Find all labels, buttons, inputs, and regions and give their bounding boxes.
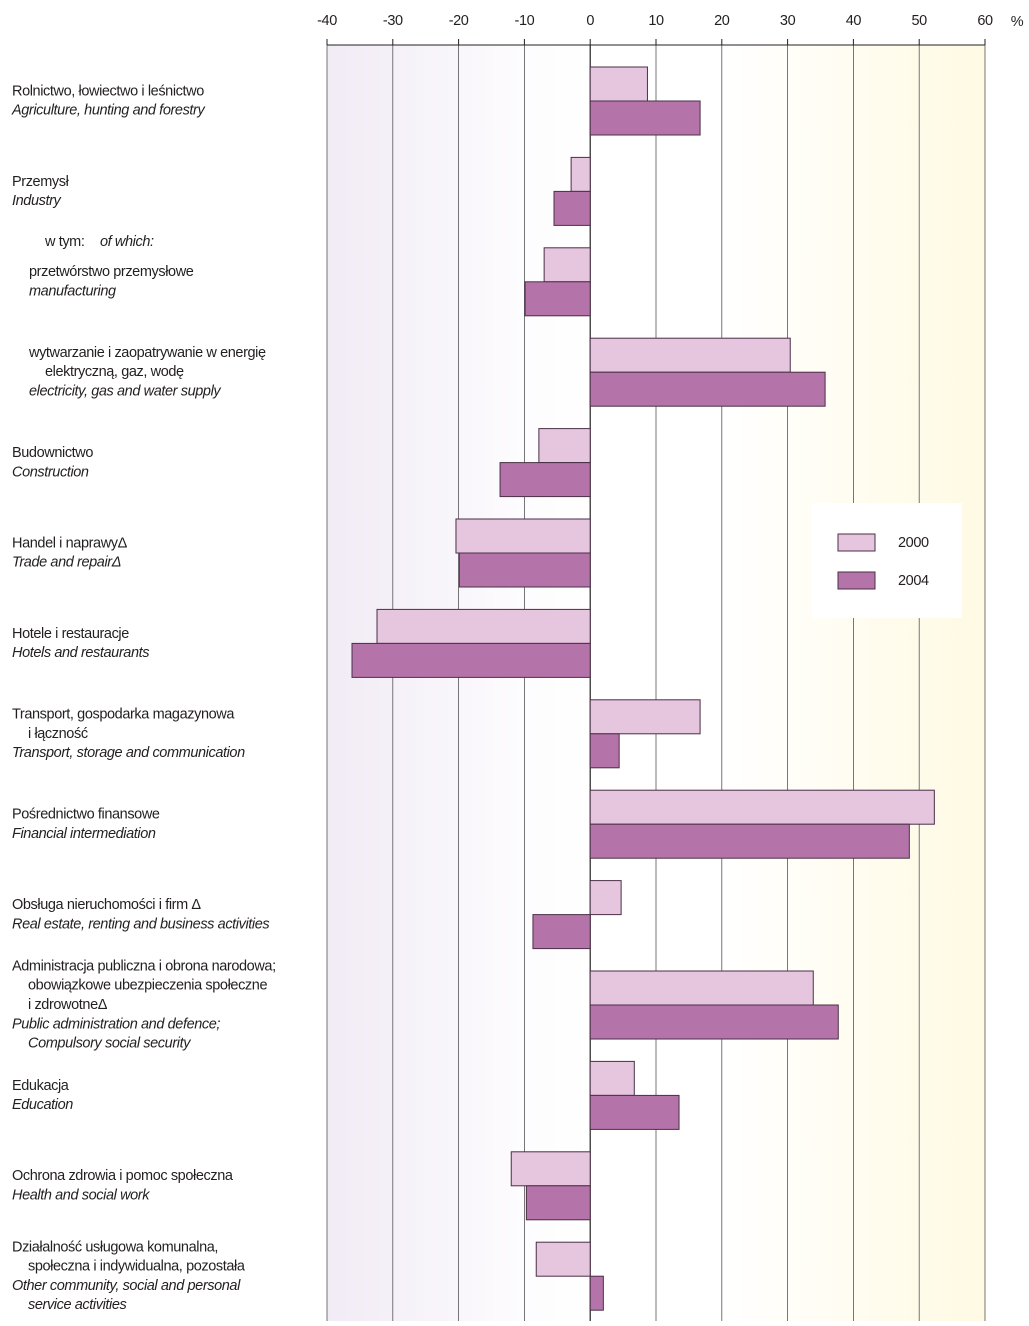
x-tick-label: -30: [383, 13, 403, 29]
bar: [589, 823, 910, 859]
bar: [589, 1060, 635, 1096]
category-label: manufacturing: [29, 283, 116, 299]
category-label: Budownictwo: [12, 445, 93, 461]
category-label: Handel i naprawyΔ: [12, 535, 128, 551]
category-label: Financial intermediation: [12, 826, 156, 842]
category-label: Real estate, renting and business activi…: [12, 916, 269, 932]
bar: [351, 642, 591, 678]
category-label: Hotele i restauracje: [12, 626, 129, 642]
labels: -40 -30 -20 -10 0 10 20 30 40 50 60 Rolnictwo, łowi…: [11, 13, 993, 1313]
bar: [510, 1151, 591, 1187]
category-label: Hotels and restaurants: [12, 645, 149, 661]
category-label: Industry: [12, 193, 62, 209]
category-label: Agriculture, hunting and forestry: [11, 102, 205, 118]
bar: [589, 1004, 839, 1040]
category-label: Ochrona zdrowia i pomoc społeczna: [12, 1168, 234, 1184]
bar: [538, 428, 591, 464]
bar: [589, 880, 622, 916]
bars: [351, 66, 935, 1311]
category-label: Public administration and defence; Compul…: [12, 1016, 220, 1051]
x-tick-label: -20: [449, 13, 469, 29]
category-label: Administracja publiczna i obrona narodow…: [12, 958, 276, 1013]
bar: [589, 699, 701, 735]
bar: [525, 1185, 591, 1221]
legend-bg: [812, 503, 962, 618]
x-tick-label: 0: [586, 13, 594, 29]
bar: [589, 733, 620, 769]
x-tick-label: 10: [648, 13, 664, 29]
category-label: Przemysł: [12, 174, 70, 190]
bar: [458, 552, 591, 588]
category-label: Health and social work: [12, 1187, 150, 1203]
x-tick-label: 30: [780, 13, 796, 29]
bar: [532, 914, 591, 950]
bar: [543, 247, 591, 283]
bar: [455, 518, 591, 554]
x-tick-label: 60: [977, 13, 993, 29]
x-tick-label: 20: [714, 13, 730, 29]
category-label: Trade and repairΔ: [12, 554, 121, 570]
bar: [535, 1241, 591, 1277]
legend-swatch: [837, 533, 876, 552]
x-tick-label: -10: [515, 13, 535, 29]
legend-swatch: [837, 571, 876, 590]
bar: [553, 190, 591, 226]
category-label: przetwórstwo przemysłowe: [29, 264, 194, 280]
bar: [589, 789, 935, 825]
bar: [589, 1275, 604, 1311]
category-label: Edukacja: [12, 1078, 70, 1094]
category-label: Rolnictwo, łowiectwo i leśnictwo: [12, 83, 204, 99]
grid: [326, 39, 986, 1321]
bar: [376, 608, 591, 644]
category-label: Działalność usługowa komunalna, społeczna…: [12, 1239, 246, 1274]
category-label: Pośrednictwo finansowe: [12, 806, 160, 822]
subheading: of which:: [100, 234, 154, 250]
x-tick-label: 50: [912, 13, 928, 29]
x-unit: %: [1011, 14, 1024, 30]
bar: [499, 462, 591, 498]
bar: [589, 371, 826, 407]
bar: [589, 970, 814, 1006]
bar: [589, 100, 701, 136]
category-label: Transport, gospodarka magazynowa i łączno…: [12, 706, 235, 741]
category-label: wytwarzanie i zaopatrywanie w energię ele…: [28, 345, 266, 380]
legend-label: 2000: [898, 535, 929, 551]
category-label: Other community, social and personal serv…: [12, 1278, 241, 1313]
x-tick-label: -40: [317, 13, 337, 29]
bar: [589, 66, 648, 102]
category-label: Construction: [12, 464, 89, 480]
legend-label: 2004: [898, 573, 929, 589]
x-tick-label: 40: [846, 13, 862, 29]
bar: [589, 1094, 680, 1130]
bar: [524, 281, 591, 317]
subheading: w tym:: [44, 234, 85, 250]
category-label: Obsługa nieruchomości i firm Δ: [12, 897, 201, 913]
bar: [570, 156, 591, 192]
category-label: electricity, gas and water supply: [29, 383, 221, 399]
category-label: Transport, storage and communication: [12, 745, 245, 761]
category-label: Education: [12, 1097, 73, 1113]
bar: [589, 337, 791, 373]
